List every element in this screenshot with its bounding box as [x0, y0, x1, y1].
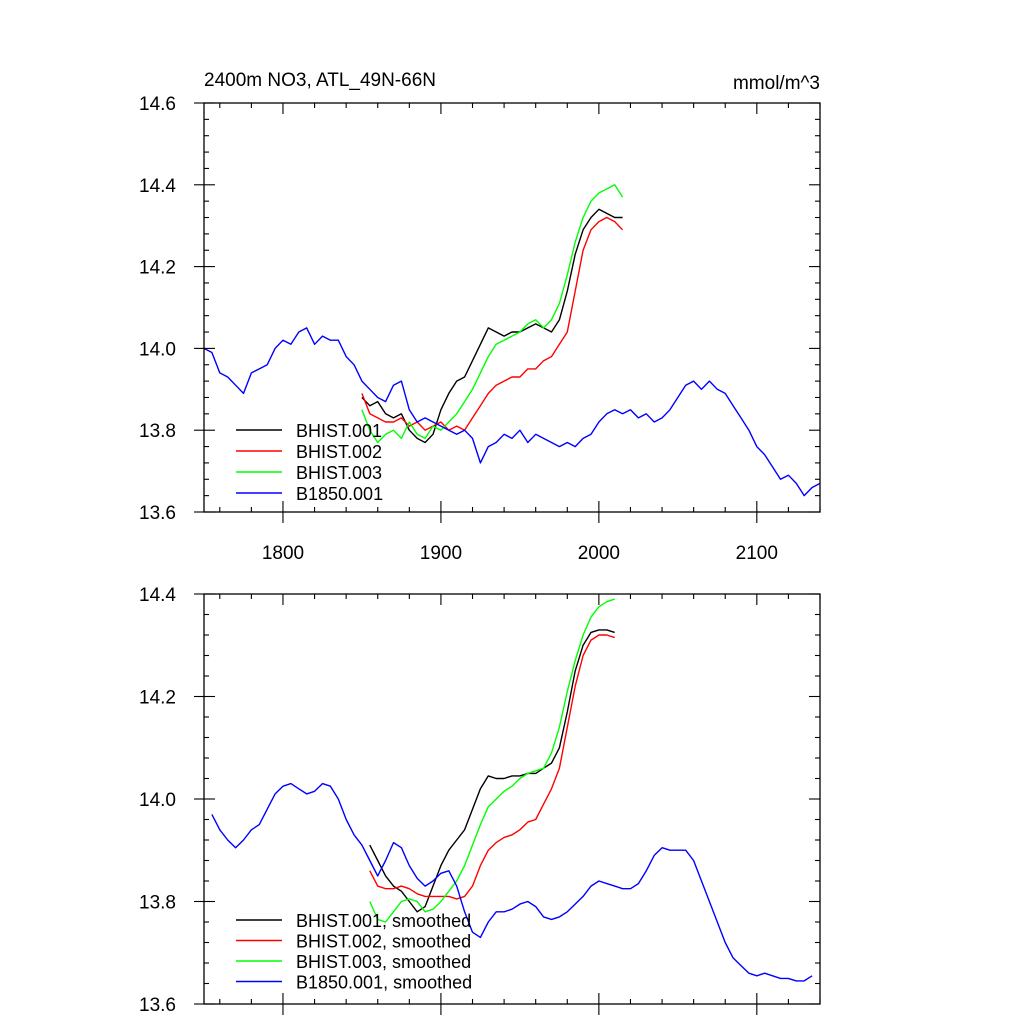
series-line-1 — [369, 629, 615, 913]
x-tick-label: 1800 — [262, 543, 304, 564]
bottom-chart: 13.6 13.8 14.0 14.2 14.4 BHIST.001, smoothed… — [139, 585, 821, 1016]
y-tick-label: 14.0 — [139, 790, 176, 811]
y-tick-label: 13.6 — [139, 995, 176, 1016]
y-tick-label: 14.2 — [139, 688, 176, 709]
x-tick-label: 2000 — [578, 543, 620, 564]
series-line-4 — [211, 782, 813, 982]
top-plot-frame — [203, 102, 821, 513]
top-chart: 2400m NO3, ATL_49N-66N mmol/m^3 1800 1900… — [139, 70, 821, 564]
units-label: mmol/m^3 — [733, 73, 820, 94]
y-tick-label: 13.8 — [139, 893, 176, 914]
y-tick-label: 13.8 — [139, 421, 176, 442]
series-line-2 — [369, 634, 615, 900]
bottom-series-lines — [211, 598, 813, 982]
legend-label: BHIST.003, smoothed — [296, 952, 471, 972]
y-tick-label: 14.2 — [139, 258, 176, 279]
top-axis-ticks: 1800 1900 2000 2100 13.6 13.8 14.0 14.2 14.4 14.6 — [139, 94, 821, 564]
series-line-2 — [361, 216, 624, 431]
legend-label: BHIST.002, smoothed — [296, 932, 471, 952]
legend-label: B1850.001 — [296, 484, 383, 504]
x-tick-label: 1900 — [420, 543, 462, 564]
series-line-1 — [361, 208, 623, 444]
chart-title: 2400m NO3, ATL_49N-66N — [204, 70, 436, 91]
y-tick-label: 14.0 — [139, 339, 176, 360]
y-tick-label: 14.4 — [139, 585, 176, 606]
bottom-axis-ticks: 13.6 13.8 14.0 14.2 14.4 — [139, 585, 821, 1016]
x-tick-label: 2100 — [736, 543, 778, 564]
legend-label: BHIST.002 — [296, 442, 382, 462]
y-tick-label: 14.4 — [139, 176, 176, 197]
legend-label: BHIST.001 — [296, 421, 382, 441]
legend-label: BHIST.003 — [296, 463, 382, 483]
series-line-4 — [203, 327, 821, 497]
series-line-3 — [369, 598, 615, 923]
legend-label: BHIST.001, smoothed — [296, 911, 471, 931]
series-line-3 — [361, 184, 624, 444]
y-tick-label: 13.6 — [139, 503, 176, 524]
top-series-lines — [203, 184, 821, 497]
legend-label: B1850.001, smoothed — [296, 973, 472, 993]
y-tick-label: 14.6 — [139, 94, 176, 115]
